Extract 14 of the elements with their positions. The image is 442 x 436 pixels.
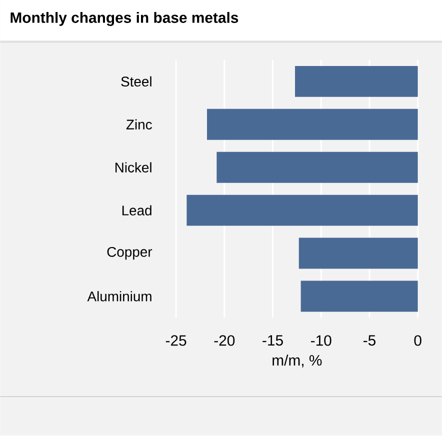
y-tick-label: Steel (121, 76, 152, 87)
x-tick-label: -15 (262, 335, 283, 346)
x-tick-label: 0 (414, 335, 422, 346)
y-tick-label: Copper (107, 247, 152, 260)
y-tick-label: Aluminium (87, 291, 152, 302)
x-tick-label: -10 (310, 335, 332, 346)
y-tick-label: Lead (122, 205, 152, 216)
x-tick-label: -5 (363, 335, 376, 346)
y-tick-label: Nickel (115, 162, 152, 173)
y-tick-label: Zinc (126, 119, 152, 130)
x-tick-label: -20 (214, 335, 235, 346)
x-axis-title: m/m, % (272, 354, 322, 368)
chart-title: Monthly changes in base metals (10, 12, 238, 26)
x-tick-label: -25 (166, 335, 186, 346)
